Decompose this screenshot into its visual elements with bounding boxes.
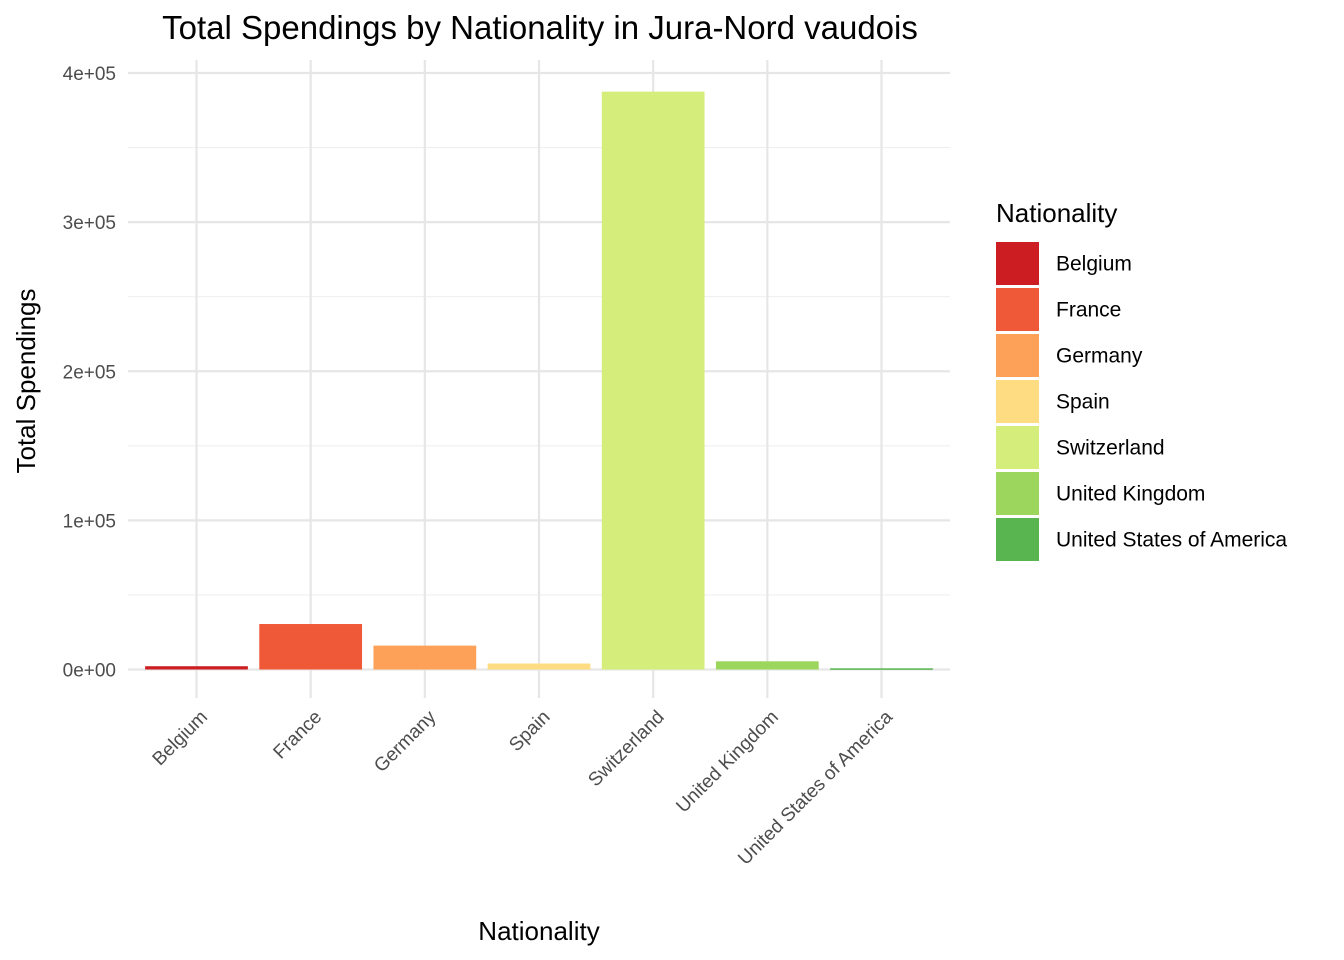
legend-key (996, 472, 1039, 515)
y-axis-title: Total Spendings (11, 288, 41, 473)
legend-key (996, 288, 1039, 331)
legend-key (996, 426, 1039, 469)
legend-items: Belgium France Germany Spain Switzerland Unit… (996, 242, 1287, 561)
chart-title: Total Spendings by Nationality in Jura-N… (162, 9, 918, 46)
grid (128, 60, 950, 698)
y-tick-label: 3e+05 (63, 213, 116, 234)
legend-label: France (1056, 299, 1121, 322)
bar (259, 624, 363, 670)
x-axis-ticks: Belgium France Germany Spain Switzerland Unit… (149, 706, 898, 869)
bar (601, 91, 705, 670)
bar (487, 663, 591, 670)
bar (715, 661, 819, 670)
legend-title: Nationality (996, 198, 1117, 228)
y-tick-label: 4e+05 (63, 64, 116, 85)
y-tick-label: 0e+00 (63, 661, 116, 682)
bars (145, 91, 933, 670)
legend-label: United States of America (1056, 529, 1287, 552)
legend-label: Switzerland (1056, 437, 1165, 460)
bar (830, 668, 933, 670)
y-tick-label: 2e+05 (63, 362, 116, 383)
legend-key (996, 334, 1039, 377)
x-tick-label: France (270, 707, 327, 764)
legend-key (996, 242, 1039, 285)
x-tick-label: Spain (505, 707, 554, 756)
bar (373, 645, 477, 670)
legend-label: Germany (1056, 345, 1143, 368)
legend-key (996, 380, 1039, 423)
legend-key (996, 518, 1039, 561)
x-tick-label: United Kingdom (672, 707, 782, 817)
y-tick-label: 1e+05 (63, 511, 116, 532)
legend-label: Spain (1056, 391, 1110, 414)
x-axis-title: Nationality (478, 916, 599, 946)
x-tick-label: Switzerland (584, 707, 668, 791)
legend-label: Belgium (1056, 253, 1132, 276)
x-tick-label: Germany (370, 706, 440, 776)
legend: Nationality Belgium France Germany Spain Swi… (996, 198, 1287, 561)
bar (145, 666, 248, 670)
y-axis-ticks: 0e+00 1e+05 2e+05 3e+05 4e+05 (63, 64, 116, 682)
x-tick-label: Belgium (149, 707, 212, 770)
legend-label: United Kingdom (1056, 483, 1205, 506)
